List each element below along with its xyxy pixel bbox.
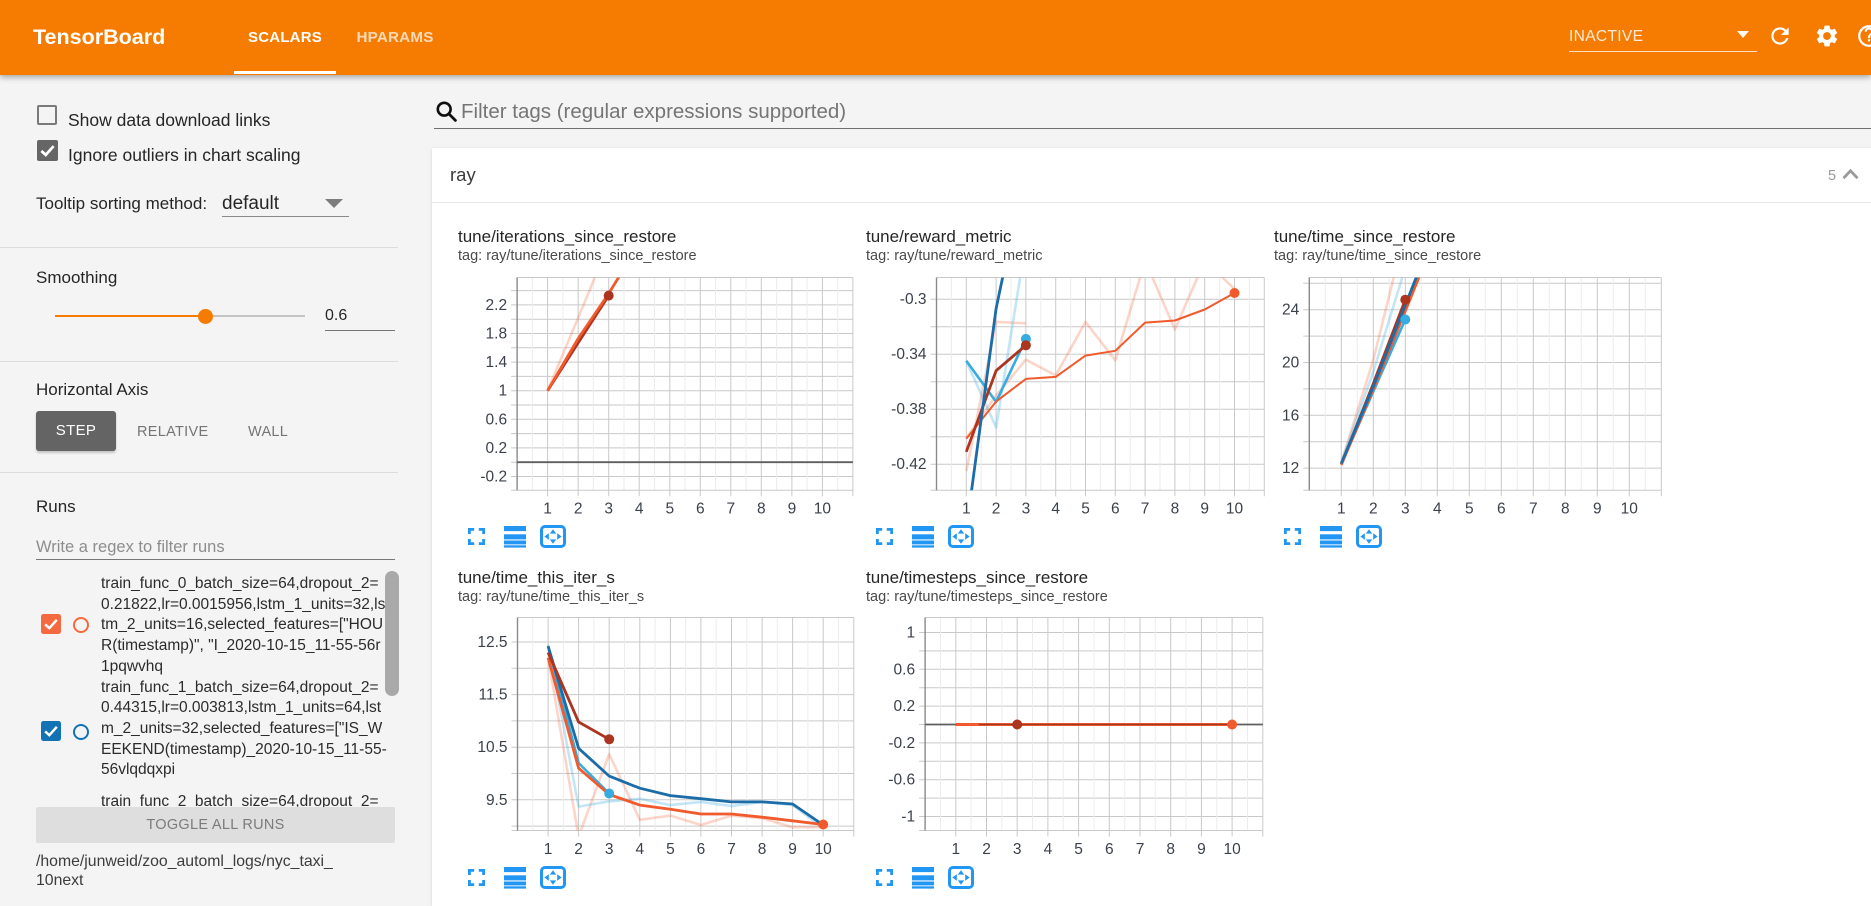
svg-text:1: 1: [498, 383, 507, 400]
svg-text:9: 9: [1593, 501, 1602, 518]
svg-text:-0.2: -0.2: [888, 735, 915, 752]
svg-text:5: 5: [666, 841, 675, 858]
svg-text:0.2: 0.2: [894, 698, 916, 715]
svg-text:3: 3: [605, 841, 614, 858]
svg-text:12: 12: [1282, 460, 1299, 477]
svg-text:2.2: 2.2: [486, 297, 508, 314]
svg-text:10: 10: [1226, 501, 1244, 518]
svg-text:9: 9: [1197, 841, 1206, 858]
svg-text:-0.3: -0.3: [900, 291, 927, 308]
svg-text:-0.6: -0.6: [888, 772, 915, 789]
svg-text:6: 6: [696, 501, 705, 518]
svg-text:20: 20: [1282, 355, 1300, 372]
svg-text:5: 5: [1074, 841, 1083, 858]
svg-text:2: 2: [982, 841, 991, 858]
svg-text:4: 4: [1044, 841, 1053, 858]
svg-text:7: 7: [1136, 841, 1145, 858]
svg-text:10: 10: [814, 501, 832, 518]
svg-text:1: 1: [906, 625, 915, 642]
svg-text:2: 2: [574, 841, 583, 858]
svg-text:2: 2: [1369, 501, 1378, 518]
svg-text:3: 3: [1022, 501, 1031, 518]
svg-text:10: 10: [1621, 501, 1639, 518]
svg-text:-0.34: -0.34: [891, 346, 927, 363]
svg-text:4: 4: [1433, 501, 1442, 518]
svg-text:-0.2: -0.2: [480, 469, 507, 486]
svg-text:3: 3: [604, 501, 613, 518]
svg-text:24: 24: [1282, 302, 1300, 319]
svg-text:0.6: 0.6: [894, 661, 916, 678]
svg-text:1.4: 1.4: [486, 354, 508, 371]
svg-text:-0.42: -0.42: [891, 456, 926, 473]
svg-text:8: 8: [1166, 841, 1175, 858]
svg-text:5: 5: [1081, 501, 1090, 518]
svg-text:8: 8: [758, 841, 767, 858]
svg-text:8: 8: [1561, 501, 1570, 518]
svg-text:4: 4: [635, 841, 644, 858]
svg-text:10.5: 10.5: [477, 739, 507, 756]
svg-text:7: 7: [1529, 501, 1538, 518]
svg-text:7: 7: [727, 841, 736, 858]
svg-text:1: 1: [543, 501, 552, 518]
svg-text:8: 8: [757, 501, 766, 518]
svg-text:12.5: 12.5: [477, 634, 507, 651]
svg-text:6: 6: [1497, 501, 1506, 518]
svg-text:-0.38: -0.38: [891, 401, 926, 418]
svg-text:9: 9: [788, 501, 797, 518]
svg-text:10: 10: [1223, 841, 1241, 858]
svg-text:0.6: 0.6: [486, 411, 508, 428]
svg-text:3: 3: [1401, 501, 1410, 518]
svg-text:7: 7: [1141, 501, 1150, 518]
svg-text:6: 6: [1111, 501, 1120, 518]
svg-text:5: 5: [1465, 501, 1474, 518]
svg-text:-1: -1: [901, 809, 915, 826]
svg-text:16: 16: [1282, 407, 1299, 424]
svg-text:11.5: 11.5: [478, 687, 507, 704]
svg-text:9.5: 9.5: [486, 792, 508, 809]
svg-text:8: 8: [1171, 501, 1180, 518]
svg-text:6: 6: [1105, 841, 1114, 858]
svg-text:9: 9: [788, 841, 797, 858]
svg-text:1: 1: [1337, 501, 1346, 518]
svg-text:2: 2: [574, 501, 583, 518]
svg-text:4: 4: [1051, 501, 1060, 518]
svg-text:1.8: 1.8: [486, 326, 508, 343]
svg-text:3: 3: [1013, 841, 1022, 858]
svg-text:10: 10: [815, 841, 833, 858]
svg-text:6: 6: [697, 841, 706, 858]
svg-text:4: 4: [635, 501, 644, 518]
svg-text:1: 1: [951, 841, 960, 858]
svg-text:7: 7: [726, 501, 735, 518]
svg-text:2: 2: [992, 501, 1001, 518]
svg-text:1: 1: [544, 841, 553, 858]
svg-text:5: 5: [665, 501, 674, 518]
svg-text:1: 1: [962, 501, 971, 518]
svg-text:0.2: 0.2: [486, 440, 508, 457]
svg-text:9: 9: [1200, 501, 1209, 518]
